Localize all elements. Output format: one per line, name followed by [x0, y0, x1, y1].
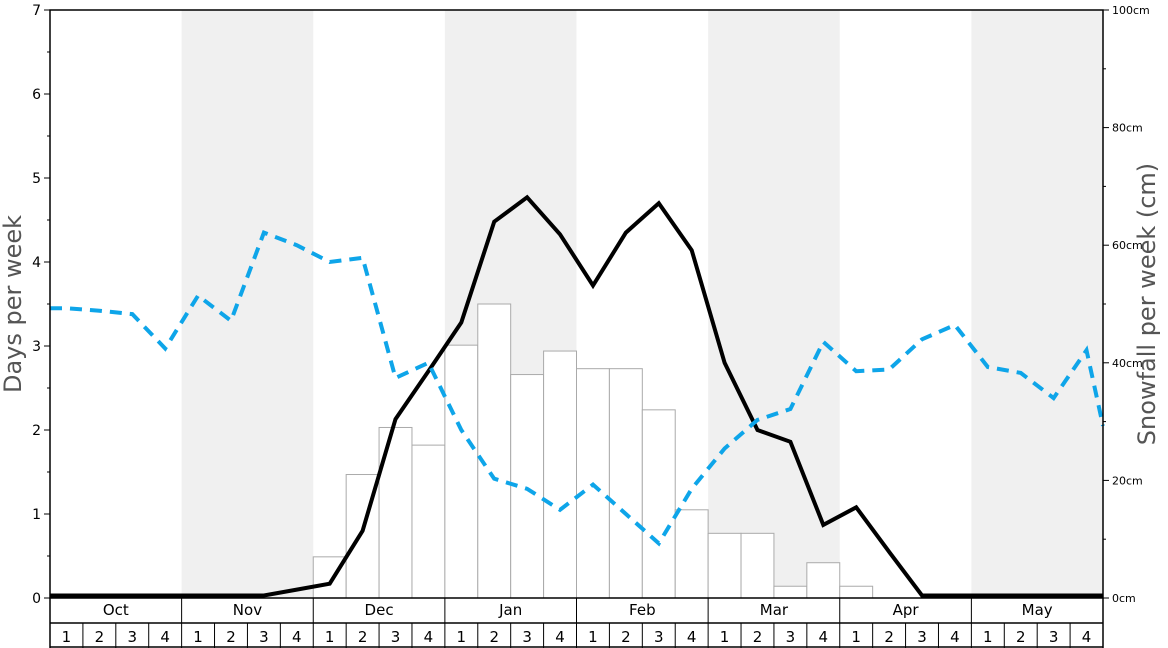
snowfall-bar — [411, 444, 446, 599]
dashed-line — [50, 230, 1105, 547]
snowfall-bar — [543, 350, 577, 599]
week-label: 1 — [851, 628, 861, 646]
snowfall-bar — [641, 409, 676, 599]
week-label: 1 — [62, 628, 72, 646]
left-tick-label: 7 — [32, 3, 41, 19]
snowfall-bars — [312, 303, 874, 599]
solid-line — [50, 194, 1103, 598]
snowfall-bar — [773, 585, 808, 599]
week-label: 1 — [720, 628, 730, 646]
right-tick-label: 100cm — [1112, 4, 1150, 17]
week-label: 3 — [1049, 628, 1059, 646]
snowfall-bar — [444, 344, 479, 599]
snowfall-bar — [707, 532, 742, 599]
snowfall-bar — [806, 562, 841, 599]
right-tick-label: 80cm — [1112, 122, 1143, 135]
snowfall-bar — [839, 585, 874, 599]
right-axis: 0cm 20cm 40cm 60cm 80cm 100cm — [1103, 4, 1150, 605]
week-label: 2 — [226, 628, 236, 646]
week-label: 2 — [358, 628, 368, 646]
week-label: 1 — [457, 628, 467, 646]
week-label: 3 — [391, 628, 401, 646]
week-label: 2 — [621, 628, 631, 646]
month-label: Feb — [629, 601, 656, 619]
shade-mar — [708, 10, 840, 598]
days-per-week-solid-series — [50, 194, 1103, 598]
week-label: 3 — [522, 628, 532, 646]
right-tick-label: 0cm — [1112, 592, 1136, 605]
week-label: 2 — [95, 628, 105, 646]
snowfall-bar — [740, 532, 775, 599]
week-label: 1 — [983, 628, 993, 646]
week-label: 2 — [753, 628, 763, 646]
week-label: 2 — [1016, 628, 1026, 646]
week-label: 3 — [127, 628, 137, 646]
left-tick-label: 3 — [32, 339, 41, 355]
week-label: 4 — [687, 628, 697, 646]
shade-nov — [181, 10, 314, 598]
week-label: 3 — [786, 628, 796, 646]
week-label: 4 — [555, 628, 565, 646]
right-tick-label: 20cm — [1112, 474, 1143, 487]
week-label: 3 — [654, 628, 664, 646]
month-label: Nov — [233, 601, 262, 619]
shade-may — [971, 10, 1103, 598]
week-label: 1 — [588, 628, 598, 646]
week-label: 4 — [292, 628, 302, 646]
month-label: Mar — [760, 601, 789, 619]
week-label: 2 — [884, 628, 894, 646]
right-tick-label: 40cm — [1112, 357, 1143, 370]
left-axis-title: Days per week — [0, 215, 27, 393]
week-label: 4 — [1082, 628, 1092, 646]
week-label: 3 — [917, 628, 927, 646]
left-tick-label: 4 — [32, 255, 41, 271]
left-tick-label: 0 — [32, 591, 41, 607]
week-label: 4 — [160, 628, 170, 646]
week-label: 1 — [325, 628, 335, 646]
month-label: Apr — [893, 601, 920, 619]
month-label: Dec — [365, 601, 394, 619]
month-label: Jan — [498, 601, 522, 619]
week-label: 3 — [259, 628, 269, 646]
month-label: Oct — [103, 601, 129, 619]
days-per-week-dashed-series — [50, 230, 1105, 547]
snowfall-bar — [674, 509, 709, 599]
right-tick-label: 60cm — [1112, 239, 1143, 252]
week-label: 1 — [193, 628, 203, 646]
left-tick-label: 1 — [32, 507, 41, 523]
week-label: 4 — [819, 628, 829, 646]
left-tick-label: 2 — [32, 423, 41, 439]
month-label: May — [1022, 601, 1053, 619]
week-label: 2 — [489, 628, 499, 646]
snowfall-bar — [477, 303, 512, 599]
left-tick-label: 6 — [32, 87, 41, 103]
snowfall-bar — [608, 368, 643, 599]
left-tick-label: 5 — [32, 171, 41, 187]
week-label: 4 — [424, 628, 434, 646]
right-axis-title: Snowfall per week (cm) — [1133, 163, 1161, 445]
left-axis: 0 1 2 3 4 5 6 7 — [32, 3, 50, 607]
week-label: 4 — [950, 628, 960, 646]
week-label-row: 1 2 3 4 1 2 3 4 1 2 3 4 1 2 3 4 1 2 3 4 1 2 3 4 1 2 3 4 1 2 3 4 — [62, 623, 1092, 648]
